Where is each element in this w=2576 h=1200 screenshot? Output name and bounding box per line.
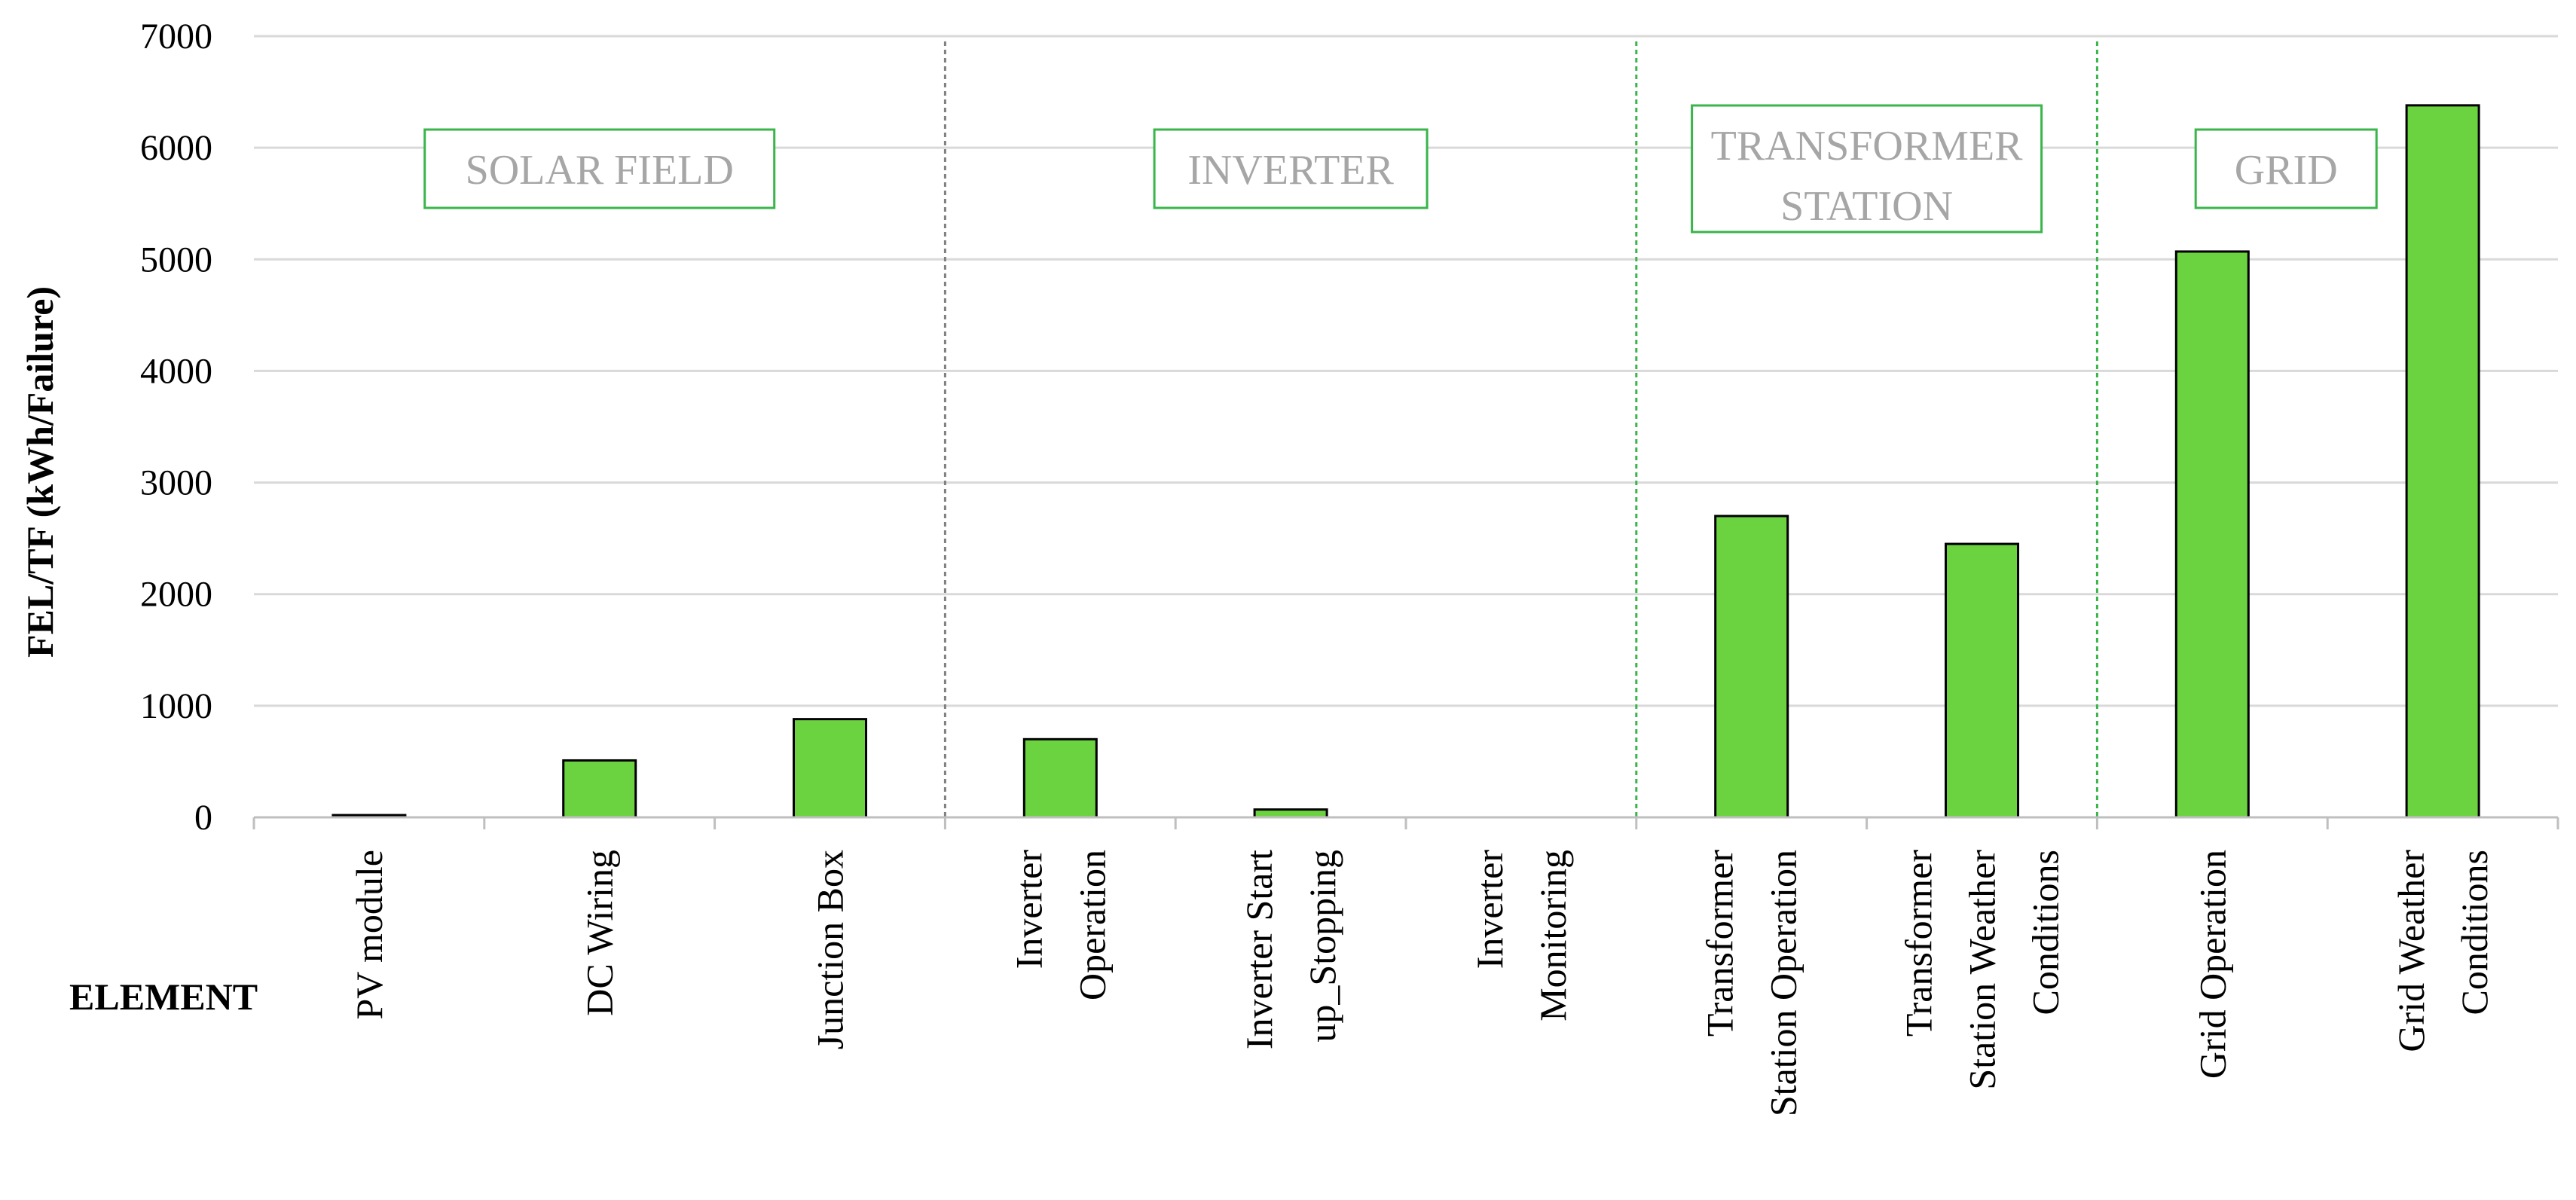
- bar: [793, 718, 867, 819]
- group-label: GRID: [2235, 147, 2338, 194]
- group-label-box: GRID: [2194, 128, 2378, 209]
- group-label: SOLAR FIELD: [466, 147, 734, 194]
- bar: [562, 759, 637, 819]
- x-tick-label-line: Grid Operation: [2191, 850, 2233, 1079]
- group-label-box: SOLAR FIELD: [423, 128, 776, 209]
- group-box: [1691, 104, 2043, 234]
- bar: [2174, 250, 2250, 819]
- x-tick-label: Grid Weather Conditions: [2390, 850, 2495, 1052]
- bar: [1714, 515, 1789, 819]
- group-label-box: TRANSFORMER STATION: [1691, 104, 2043, 234]
- x-tick-label-line: Operation: [1071, 850, 1113, 1000]
- group-label: TRANSFORMER: [1711, 123, 2024, 169]
- x-tick-label-line: Transformer: [1898, 850, 1940, 1037]
- group-labels: SOLAR FIELD INVERTER TRANSFORMER STATION GRI…: [423, 104, 2378, 234]
- x-tick-label-line: Conditions: [2024, 850, 2067, 1015]
- x-tick-label-line: Inverter: [1468, 850, 1511, 969]
- axes: [252, 816, 2559, 829]
- group-label: STATION: [1780, 183, 1953, 230]
- y-tick-label: 3000: [140, 463, 212, 503]
- x-tick-label: DC Wiring: [579, 850, 621, 1016]
- x-tick-label-line: Inverter Start: [1238, 850, 1280, 1049]
- group-box: [423, 128, 776, 209]
- x-tick-label: Inverter Start up_Stopping: [1238, 850, 1343, 1049]
- x-axis-title: ELEMENT: [69, 976, 258, 1018]
- x-tick-label-line: Grid Weather: [2390, 850, 2432, 1052]
- x-tick-label-line: Station Weather: [1961, 850, 2003, 1090]
- y-tick-label: 5000: [140, 240, 212, 279]
- bar: [1945, 542, 2019, 819]
- x-tick-label-line: up_Stopping: [1301, 850, 1343, 1043]
- x-tick-label-line: PV module: [348, 850, 390, 1020]
- y-tick-labels: 0 1000 2000 3000 4000 5000 6000 7000: [140, 17, 212, 838]
- x-tick-label: PV module: [348, 850, 390, 1020]
- x-tick-label: Grid Operation: [2191, 850, 2233, 1079]
- x-tick-label-line: Station Operation: [1762, 850, 1804, 1116]
- x-tick-label-line: Conditions: [2453, 850, 2495, 1015]
- y-tick-label: 0: [194, 798, 212, 838]
- y-tick-label: 1000: [140, 686, 212, 726]
- group-label-box: INVERTER: [1153, 128, 1429, 209]
- y-tick-label: 7000: [140, 17, 212, 56]
- x-tick-label-line: Monitoring: [1532, 850, 1574, 1021]
- y-tick-label: 4000: [140, 351, 212, 391]
- x-tick-label-line: DC Wiring: [579, 850, 621, 1016]
- group-label: INVERTER: [1187, 147, 1394, 194]
- x-tick-label: Inverter Operation: [1007, 850, 1113, 1000]
- bar: [2405, 104, 2480, 819]
- x-tick-label: Transformer Station Weather Conditions: [1898, 850, 2067, 1090]
- bars: [332, 104, 2480, 819]
- y-tick-label: 6000: [140, 128, 212, 168]
- group-box: [2194, 128, 2378, 209]
- x-tick-label-line: Inverter: [1007, 850, 1050, 969]
- x-tick-label: Inverter Monitoring: [1468, 850, 1574, 1021]
- x-tick-label-line: Transformer: [1699, 850, 1741, 1037]
- x-tick-label: Transformer Station Operation: [1699, 850, 1804, 1116]
- group-box: [1153, 128, 1429, 209]
- x-tick-label-line: Junction Box: [809, 850, 851, 1049]
- y-tick-label: 2000: [140, 575, 212, 615]
- bar: [1253, 808, 1328, 819]
- x-tick-label: Junction Box: [809, 850, 851, 1049]
- y-axis-title: FEL/TF (kWh/Failure): [19, 286, 61, 658]
- bar: [1022, 737, 1098, 819]
- x-tick-labels: PV module DC Wiring Junction Box Inverter Op…: [348, 850, 2495, 1116]
- group-separators: [943, 41, 2098, 817]
